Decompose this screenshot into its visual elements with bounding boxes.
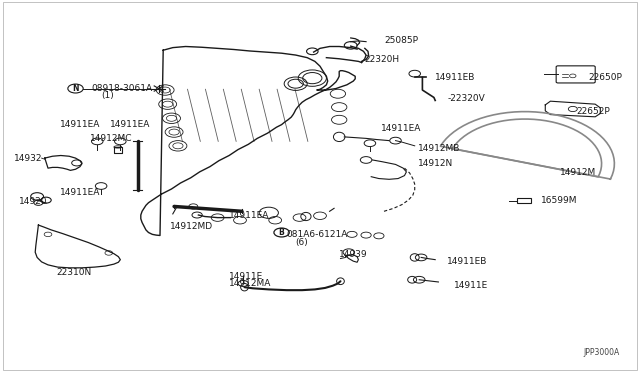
Text: 22310N: 22310N bbox=[56, 268, 92, 277]
Text: 14932: 14932 bbox=[14, 154, 43, 163]
Polygon shape bbox=[141, 46, 355, 235]
Text: (6): (6) bbox=[296, 238, 308, 247]
Polygon shape bbox=[346, 255, 358, 262]
Text: JPP3000A: JPP3000A bbox=[583, 348, 620, 357]
Polygon shape bbox=[114, 147, 122, 153]
Text: 14911E: 14911E bbox=[454, 281, 489, 290]
Text: 22320H: 22320H bbox=[365, 55, 400, 64]
Text: 22650P: 22650P bbox=[589, 73, 623, 82]
Polygon shape bbox=[35, 225, 120, 268]
Text: N: N bbox=[72, 84, 79, 93]
Text: 25085P: 25085P bbox=[384, 36, 418, 45]
Text: 14912M: 14912M bbox=[560, 169, 596, 177]
Text: -22320V: -22320V bbox=[448, 94, 486, 103]
Text: 14920: 14920 bbox=[19, 197, 48, 206]
Text: 14911EA: 14911EA bbox=[60, 120, 100, 129]
Polygon shape bbox=[45, 155, 82, 170]
Text: 14911EA: 14911EA bbox=[229, 211, 269, 220]
Text: 22652P: 22652P bbox=[576, 107, 610, 116]
Text: 081A6-6121A: 081A6-6121A bbox=[286, 230, 348, 239]
Text: B: B bbox=[279, 228, 284, 237]
Text: 14912MA: 14912MA bbox=[229, 279, 271, 288]
Text: 14911E: 14911E bbox=[229, 272, 264, 280]
Text: 14911EB: 14911EB bbox=[435, 73, 476, 82]
Text: 14911EA: 14911EA bbox=[60, 188, 100, 197]
Text: 14912MC: 14912MC bbox=[90, 134, 132, 143]
Polygon shape bbox=[545, 101, 600, 117]
Text: 14939: 14939 bbox=[339, 250, 368, 259]
Text: 14912MB: 14912MB bbox=[418, 144, 460, 153]
Text: 16599M: 16599M bbox=[541, 196, 577, 205]
Text: 14911EB: 14911EB bbox=[447, 257, 487, 266]
Polygon shape bbox=[440, 112, 614, 179]
Text: 08918-3061A: 08918-3061A bbox=[91, 84, 152, 93]
FancyBboxPatch shape bbox=[556, 66, 595, 83]
Bar bbox=[517, 198, 531, 203]
Text: 14912MD: 14912MD bbox=[170, 222, 212, 231]
Text: 14912N: 14912N bbox=[418, 159, 453, 168]
Text: 14911EA: 14911EA bbox=[110, 120, 150, 129]
Text: 14911EA: 14911EA bbox=[381, 124, 421, 133]
Text: (1): (1) bbox=[101, 92, 114, 100]
